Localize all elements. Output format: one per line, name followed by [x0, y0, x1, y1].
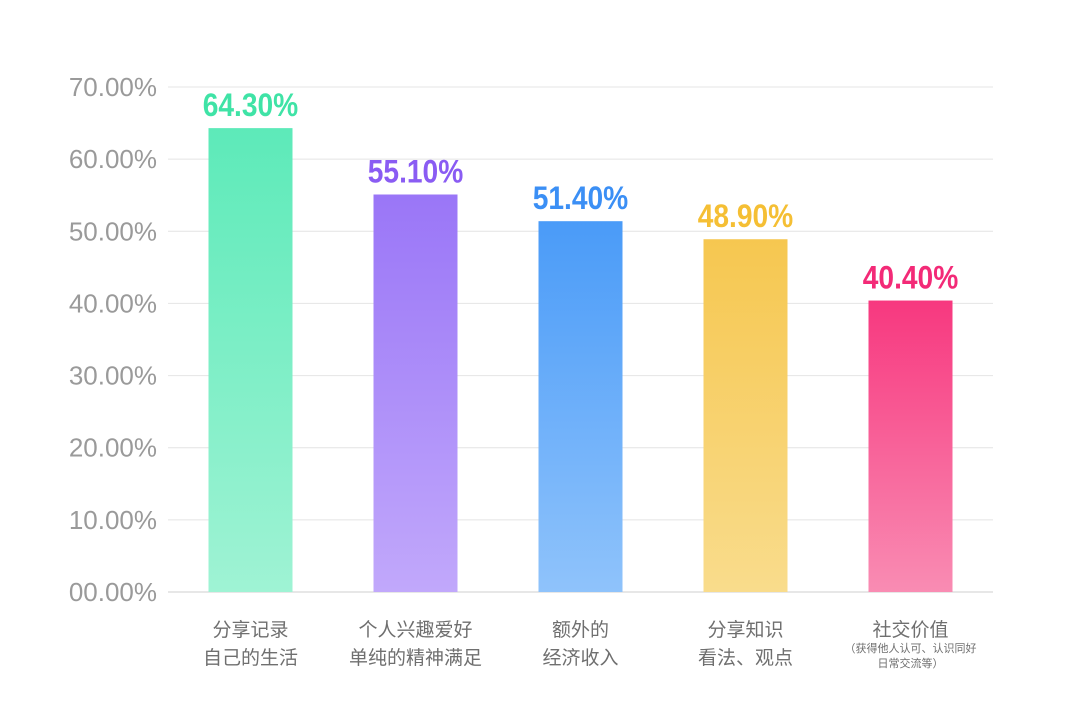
bar-value-label: 51.40% — [533, 182, 628, 217]
y-tick-label: 00.00% — [69, 577, 157, 607]
y-tick-label: 30.00% — [69, 361, 157, 391]
x-category-label: 社交价值 — [872, 619, 948, 641]
x-category-label: 额外的 — [552, 619, 609, 641]
bar — [868, 300, 953, 592]
x-category-label: 单纯的精神满足 — [349, 647, 482, 669]
x-category-label: 经济收入 — [542, 647, 618, 669]
x-category-label: 分享记录 — [212, 619, 288, 641]
bar-value-label: 48.90% — [698, 200, 793, 235]
bar — [208, 128, 293, 592]
y-tick-label: 70.00% — [69, 72, 157, 102]
y-tick-label: 60.00% — [69, 144, 157, 174]
x-category-label: 分享知识 — [707, 619, 783, 641]
y-tick-label: 40.00% — [69, 288, 157, 318]
bar-value-label: 40.40% — [863, 261, 958, 296]
x-category-label: 自己的生活 — [203, 647, 298, 669]
x-category-note: 日常交流等） — [878, 656, 944, 670]
bar — [703, 239, 788, 592]
y-tick-label: 10.00% — [69, 505, 157, 535]
y-tick-label: 20.00% — [69, 433, 157, 463]
bar — [373, 194, 458, 592]
bar — [538, 221, 623, 592]
bar-value-label: 64.30% — [203, 89, 298, 124]
x-category-label: 看法、观点 — [698, 647, 793, 669]
bar-value-label: 55.10% — [368, 155, 463, 190]
x-category-note: （获得他人认可、认识同好 — [845, 641, 977, 655]
x-category-label: 个人兴趣爱好 — [358, 619, 472, 641]
y-tick-label: 50.00% — [69, 216, 157, 246]
